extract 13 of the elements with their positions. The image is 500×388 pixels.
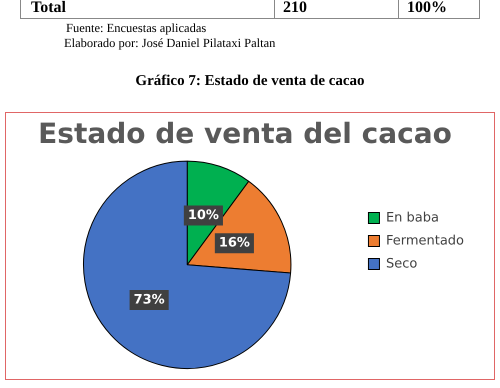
legend-label: Seco <box>386 256 418 272</box>
legend-label: Fermentado <box>386 233 464 248</box>
data-label: 16% <box>218 236 250 251</box>
chart-subtitle: Gráfico 7: Estado de venta de cacao <box>134 73 366 90</box>
source-note: Fuente: Encuestas aplicadas <box>66 21 208 36</box>
text: Elaborado por: José Daniel Pilataxi Paltan <box>64 36 276 51</box>
legend-label: En baba <box>386 210 439 226</box>
chart-title: Estado de venta del cacao <box>38 117 452 150</box>
text: Total <box>30 0 67 18</box>
data-label: 73% <box>134 292 165 308</box>
data-label: 10% <box>188 208 219 223</box>
text: 100% <box>398 0 479 18</box>
text: 210 <box>274 0 398 18</box>
